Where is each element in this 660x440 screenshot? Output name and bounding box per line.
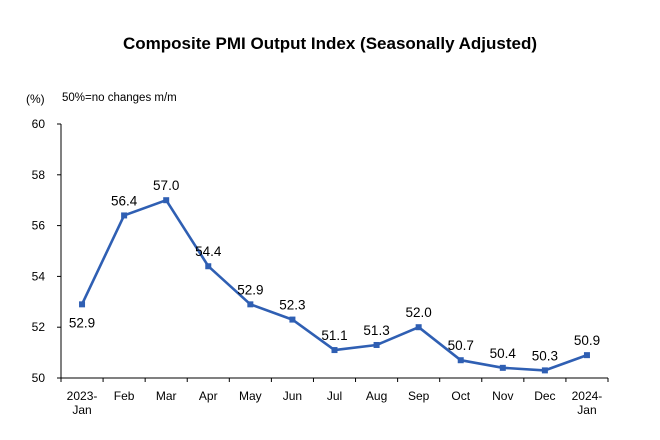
data-point bbox=[541, 367, 548, 374]
data-label: 51.3 bbox=[363, 323, 389, 338]
data-label: 52.0 bbox=[406, 305, 432, 320]
x-tick-label: May bbox=[239, 389, 262, 403]
data-point bbox=[373, 341, 380, 348]
x-tick-label: Sep bbox=[408, 389, 430, 403]
data-point bbox=[331, 347, 338, 354]
x-tick-label: Dec bbox=[534, 389, 555, 403]
x-tick-label: Apr bbox=[199, 389, 218, 403]
data-labels: 52.9 56.4 57.0 54.4 52.9 52.3 51.1 51.3 52.0 50.7… bbox=[69, 178, 600, 363]
chart-note: 50%=no changes m/m bbox=[62, 92, 177, 104]
y-tick-label: 54 bbox=[32, 269, 46, 283]
x-tick-label: 2023-Jan bbox=[67, 389, 98, 417]
data-label: 50.4 bbox=[490, 346, 517, 361]
y-tick-label: 60 bbox=[32, 117, 46, 131]
axes bbox=[57, 123, 609, 382]
data-label: 52.3 bbox=[279, 298, 305, 313]
data-point bbox=[205, 263, 212, 270]
y-tick-label: 56 bbox=[32, 219, 46, 233]
y-tick-label: 50 bbox=[32, 371, 46, 385]
x-tick-label: Oct bbox=[451, 389, 470, 403]
data-label: 56.4 bbox=[111, 193, 138, 208]
x-tick-label: Aug bbox=[366, 389, 387, 403]
data-label: 52.9 bbox=[237, 282, 263, 297]
data-label: 57.0 bbox=[153, 178, 179, 193]
chart-title: Composite PMI Output Index (Seasonally A… bbox=[122, 34, 538, 53]
y-tick-label: 52 bbox=[32, 320, 46, 334]
data-label: 50.7 bbox=[448, 338, 474, 353]
data-label: 51.1 bbox=[321, 328, 347, 343]
data-point bbox=[79, 301, 86, 308]
x-tick-label: Jul bbox=[327, 389, 342, 403]
data-point bbox=[583, 352, 590, 359]
data-point bbox=[289, 316, 296, 323]
y-tick-label: 58 bbox=[32, 168, 46, 182]
data-label: 54.4 bbox=[195, 244, 222, 259]
x-tick-label: Nov bbox=[492, 389, 513, 403]
data-point bbox=[457, 357, 464, 364]
data-label: 52.9 bbox=[69, 315, 95, 330]
x-tick-label: Jun bbox=[283, 389, 302, 403]
x-tick-label: 2024-Jan bbox=[572, 389, 603, 417]
data-point bbox=[499, 364, 506, 371]
data-point bbox=[247, 301, 254, 308]
x-tick-label: Mar bbox=[156, 389, 177, 403]
y-tick-labels: 50 52 54 56 58 60 bbox=[32, 117, 46, 385]
data-label: 50.3 bbox=[532, 348, 558, 363]
data-point bbox=[415, 324, 422, 331]
y-axis-unit: (%) bbox=[26, 92, 45, 106]
series bbox=[79, 197, 590, 374]
x-tick-labels: 2023-Jan Feb Mar Apr May Jun Jul Aug Sep Oct Nov De… bbox=[67, 389, 603, 417]
data-point bbox=[121, 212, 128, 219]
x-tick-label: Feb bbox=[114, 389, 135, 403]
data-label: 50.9 bbox=[574, 333, 600, 348]
data-point bbox=[163, 197, 170, 204]
